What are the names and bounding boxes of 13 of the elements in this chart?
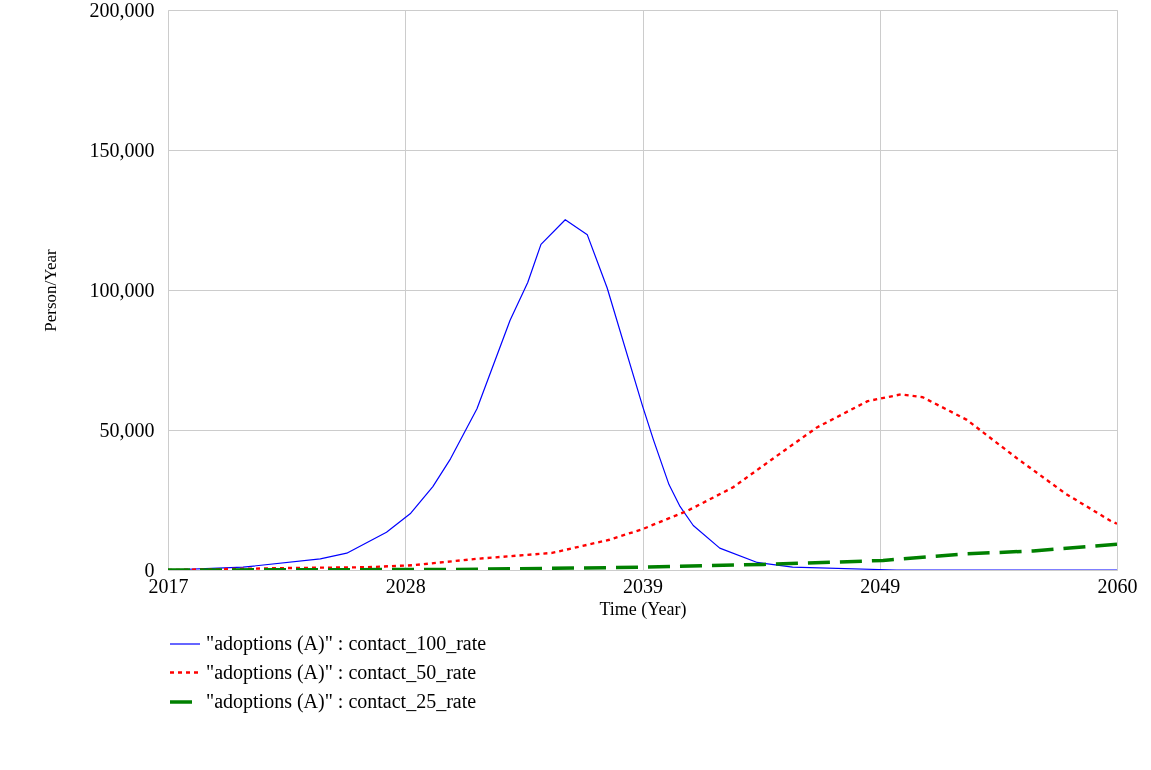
y-tick-label: 100,000: [89, 278, 155, 301]
y-axis-title: Person/Year: [40, 249, 60, 332]
x-tick-label: 2039: [623, 574, 663, 597]
x-tick-label: 2049: [860, 574, 901, 597]
x-axis-title: Time (Year): [599, 598, 687, 620]
x-tick-label: 2060: [1097, 574, 1138, 597]
y-tick-label: 200,000: [89, 0, 155, 21]
legend-label: "adoptions (A)" : contact_50_rate: [206, 660, 477, 684]
x-tick-label: 2028: [385, 574, 426, 597]
legend-label: "adoptions (A)" : contact_100_rate: [206, 632, 487, 655]
legend-label: "adoptions (A)" : contact_25_rate: [206, 690, 477, 713]
y-tick-label: 50,000: [99, 418, 155, 441]
y-tick-label: 150,000: [89, 138, 155, 161]
